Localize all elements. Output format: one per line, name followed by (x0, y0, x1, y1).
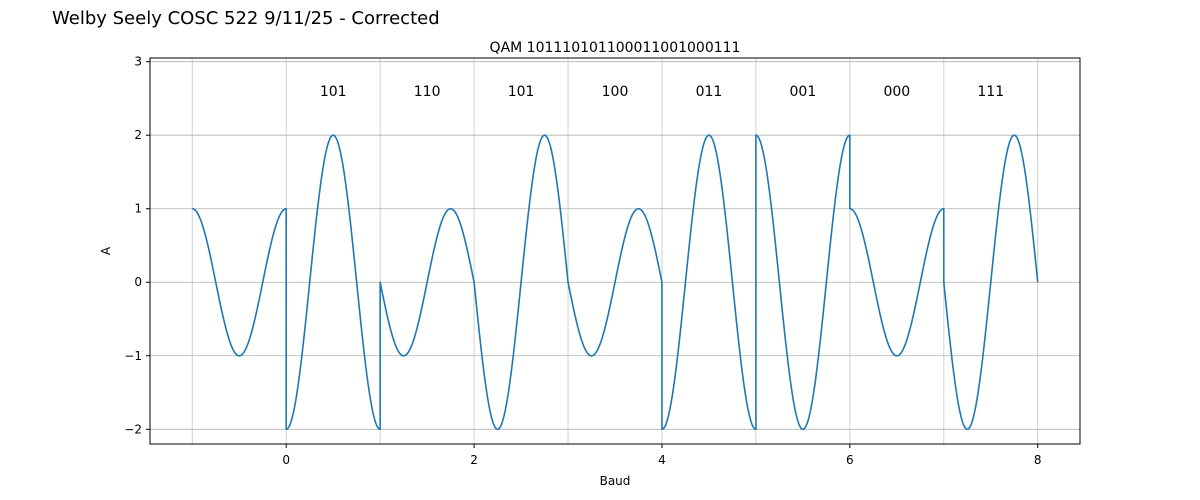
x-tick-label: 0 (282, 453, 290, 467)
y-tick-label: −1 (124, 349, 142, 363)
y-tick-label: 3 (134, 55, 142, 69)
qam-waveform-line (192, 134, 1039, 431)
plot-frame (149, 57, 1081, 445)
y-axis-label: A (99, 246, 113, 255)
bit-group-label: 101 (508, 84, 535, 100)
bit-group-label: 101 (320, 84, 347, 100)
chart-title: QAM 101110101100011001000111 (490, 40, 741, 56)
figure-suptitle: Welby Seely COSC 522 9/11/25 - Corrected (52, 8, 440, 29)
y-tick-label: 2 (134, 128, 142, 142)
bit-group-label: 100 (602, 84, 629, 100)
y-tick-label: 0 (134, 275, 142, 289)
x-tick-label: 6 (846, 453, 854, 467)
x-tick-label: 2 (470, 453, 478, 467)
x-tick-label: 8 (1034, 453, 1042, 467)
bit-group-label: 000 (883, 84, 910, 100)
grid (150, 58, 1080, 444)
annotations: 101 110 101 100 011 001 000 111 (320, 84, 1004, 100)
bit-group-label: 001 (790, 84, 817, 100)
x-tick-label: 4 (658, 453, 666, 467)
bit-group-label: 110 (414, 84, 441, 100)
y-tick-label: −2 (124, 422, 142, 436)
bit-group-label: 011 (696, 84, 723, 100)
y-tick-label: 1 (134, 202, 142, 216)
x-axis-label: Baud (600, 474, 631, 488)
ticks: 0 2 4 6 8 −2 −1 0 1 2 3 (124, 55, 1041, 467)
bit-group-label: 111 (977, 84, 1004, 100)
waveform (192, 134, 1039, 431)
